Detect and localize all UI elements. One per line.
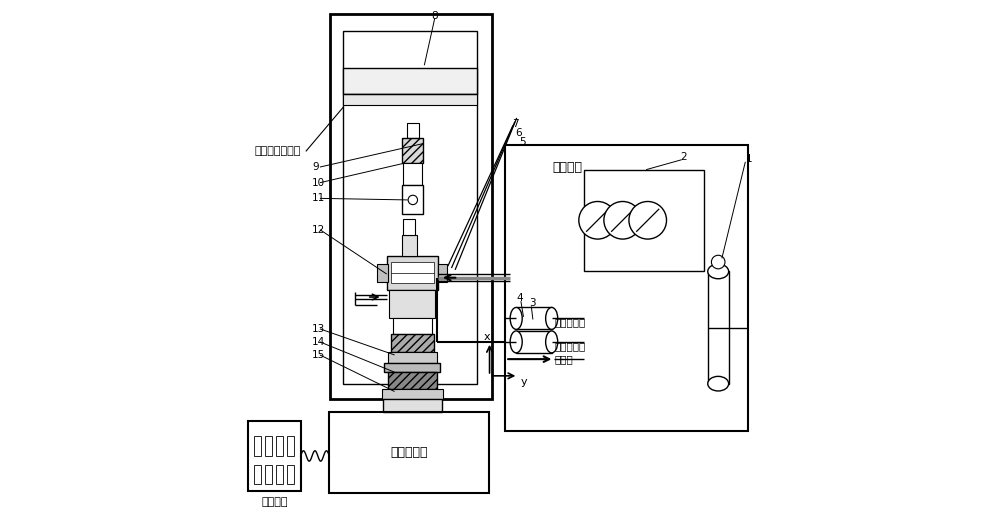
Bar xyxy=(402,185,423,214)
Text: 供气组件: 供气组件 xyxy=(552,161,582,173)
Bar xyxy=(287,436,294,456)
Bar xyxy=(505,145,748,431)
Text: 拉压测试仪: 拉压测试仪 xyxy=(390,446,428,459)
Text: 13: 13 xyxy=(312,324,325,334)
Bar xyxy=(402,235,417,256)
Text: 14: 14 xyxy=(312,337,325,347)
Ellipse shape xyxy=(708,264,729,279)
Text: x: x xyxy=(483,331,490,342)
Bar xyxy=(254,436,261,456)
Text: 4: 4 xyxy=(517,292,523,303)
Bar xyxy=(388,352,437,363)
Ellipse shape xyxy=(510,331,522,353)
Bar xyxy=(287,465,294,484)
Bar xyxy=(383,399,442,412)
Bar xyxy=(438,264,447,282)
Bar xyxy=(329,412,489,493)
Text: 10: 10 xyxy=(312,177,325,188)
Bar xyxy=(265,465,272,484)
Bar xyxy=(384,363,440,372)
Ellipse shape xyxy=(708,376,729,391)
Bar xyxy=(393,318,432,334)
Bar xyxy=(389,290,435,318)
Text: 拉压测试仪横架: 拉压测试仪横架 xyxy=(255,146,301,157)
Bar xyxy=(387,256,438,290)
Bar xyxy=(254,465,261,484)
Circle shape xyxy=(629,201,667,239)
Text: 9: 9 xyxy=(312,162,319,172)
Text: 8: 8 xyxy=(431,10,438,21)
Bar xyxy=(343,68,477,94)
Bar xyxy=(407,123,419,138)
Bar xyxy=(402,138,423,163)
Bar xyxy=(343,94,477,105)
Bar xyxy=(265,436,272,456)
Bar xyxy=(516,307,552,329)
Text: 3: 3 xyxy=(529,298,536,308)
Bar xyxy=(708,271,729,384)
Bar xyxy=(391,334,434,352)
Bar xyxy=(377,264,388,282)
Text: 5: 5 xyxy=(519,137,526,147)
Circle shape xyxy=(604,201,641,239)
Bar xyxy=(516,331,552,353)
Bar xyxy=(584,170,704,271)
Text: 1: 1 xyxy=(745,154,752,164)
Bar xyxy=(403,219,415,235)
Bar xyxy=(343,31,477,384)
Bar xyxy=(276,465,283,484)
Ellipse shape xyxy=(546,307,558,329)
Bar xyxy=(388,372,437,389)
Bar xyxy=(330,14,492,399)
Text: 6: 6 xyxy=(516,128,522,138)
Bar xyxy=(391,262,434,283)
Text: 低压供气口: 低压供气口 xyxy=(554,317,586,328)
Circle shape xyxy=(711,255,725,269)
Text: 12: 12 xyxy=(312,224,325,235)
Text: 采集设备: 采集设备 xyxy=(261,497,288,507)
Text: y: y xyxy=(521,377,528,387)
Text: 15: 15 xyxy=(312,350,325,360)
Ellipse shape xyxy=(546,331,558,353)
Text: 2: 2 xyxy=(680,151,687,162)
Text: 7: 7 xyxy=(512,119,519,129)
Bar xyxy=(248,421,301,491)
Circle shape xyxy=(579,201,616,239)
Text: 11: 11 xyxy=(312,193,325,204)
Bar xyxy=(403,163,422,185)
Bar xyxy=(382,389,443,399)
Text: 高压供气口: 高压供气口 xyxy=(554,341,586,351)
Circle shape xyxy=(408,195,418,205)
Text: 放气口: 放气口 xyxy=(554,354,573,364)
Bar xyxy=(276,436,283,456)
Ellipse shape xyxy=(510,307,522,329)
